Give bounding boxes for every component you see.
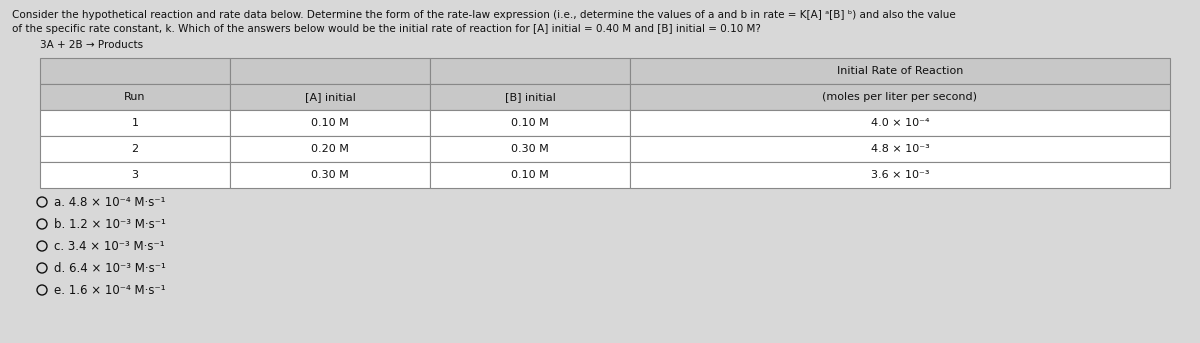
Bar	[630, 58, 1170, 84]
Text: Initial Rate of Reaction: Initial Rate of Reaction	[836, 66, 964, 76]
Text: 1: 1	[132, 118, 138, 128]
Text: 4.8 × 10⁻³: 4.8 × 10⁻³	[871, 144, 929, 154]
Text: c. 3.4 × 10⁻³ M·s⁻¹: c. 3.4 × 10⁻³ M·s⁻¹	[54, 239, 164, 252]
Text: a. 4.8 × 10⁻⁴ M·s⁻¹: a. 4.8 × 10⁻⁴ M·s⁻¹	[54, 196, 166, 209]
Text: [A] initial: [A] initial	[305, 92, 355, 102]
Bar	[40, 110, 230, 136]
Bar	[630, 162, 1170, 188]
Bar	[230, 110, 430, 136]
Text: 2: 2	[132, 144, 138, 154]
Bar	[630, 110, 1170, 136]
Bar	[40, 84, 230, 110]
Bar	[230, 84, 430, 110]
Text: 0.10 M: 0.10 M	[511, 118, 548, 128]
Bar	[430, 136, 630, 162]
Text: Run: Run	[125, 92, 145, 102]
Text: d. 6.4 × 10⁻³ M·s⁻¹: d. 6.4 × 10⁻³ M·s⁻¹	[54, 261, 166, 274]
Bar	[40, 58, 230, 84]
Text: e. 1.6 × 10⁻⁴ M·s⁻¹: e. 1.6 × 10⁻⁴ M·s⁻¹	[54, 284, 166, 296]
Text: 0.10 M: 0.10 M	[311, 118, 349, 128]
Bar	[630, 84, 1170, 110]
Text: of the specific rate constant, k. Which of the answers below would be the initia: of the specific rate constant, k. Which …	[12, 24, 761, 34]
Bar	[430, 58, 630, 84]
Bar	[40, 162, 230, 188]
Text: 0.20 M: 0.20 M	[311, 144, 349, 154]
Bar	[430, 110, 630, 136]
Text: [B] initial: [B] initial	[504, 92, 556, 102]
Bar	[430, 84, 630, 110]
Text: b. 1.2 × 10⁻³ M·s⁻¹: b. 1.2 × 10⁻³ M·s⁻¹	[54, 217, 166, 230]
Text: (moles per liter per second): (moles per liter per second)	[822, 92, 978, 102]
Bar	[40, 136, 230, 162]
Text: Consider the hypothetical reaction and rate data below. Determine the form of th: Consider the hypothetical reaction and r…	[12, 10, 955, 20]
Text: 3.6 × 10⁻³: 3.6 × 10⁻³	[871, 170, 929, 180]
Bar	[230, 162, 430, 188]
Text: 0.30 M: 0.30 M	[511, 144, 548, 154]
Bar	[630, 136, 1170, 162]
Text: 3A + 2B → Products: 3A + 2B → Products	[40, 40, 143, 50]
Text: 3: 3	[132, 170, 138, 180]
Bar	[430, 162, 630, 188]
Bar	[230, 58, 430, 84]
Bar	[230, 136, 430, 162]
Text: 0.10 M: 0.10 M	[511, 170, 548, 180]
Text: 0.30 M: 0.30 M	[311, 170, 349, 180]
Text: 4.0 × 10⁻⁴: 4.0 × 10⁻⁴	[871, 118, 929, 128]
